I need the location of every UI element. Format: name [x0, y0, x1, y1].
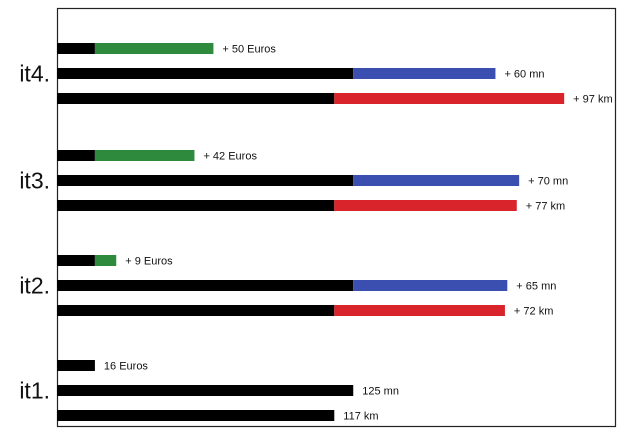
- increment-bar: [353, 175, 520, 186]
- base-bar: [57, 360, 95, 371]
- base-bar: [57, 385, 354, 396]
- row-label: it4.: [19, 61, 50, 87]
- bar-value-label: + 72 km: [514, 306, 553, 318]
- bar-value-label: + 60 mn: [504, 69, 544, 81]
- row-label: it3.: [19, 168, 50, 194]
- bar-value-label: + 97 km: [573, 94, 612, 106]
- base-bar: [57, 200, 335, 211]
- increment-bar: [94, 150, 195, 161]
- base-bar: [57, 43, 95, 54]
- base-bar: [57, 93, 335, 104]
- base-bar: [57, 255, 95, 266]
- bar-value-label: + 9 Euros: [125, 256, 173, 268]
- increment-bar: [94, 255, 117, 266]
- base-bar: [57, 305, 335, 316]
- base-bar: [57, 175, 354, 186]
- row-label: it1.: [19, 378, 50, 404]
- bar-value-label: + 65 mn: [516, 281, 556, 293]
- row-label: it2.: [19, 273, 50, 299]
- increment-bar: [353, 68, 496, 79]
- base-bar: [57, 150, 95, 161]
- base-bar: [57, 280, 354, 291]
- bar-value-label: + 50 Euros: [222, 44, 276, 56]
- bar-value-label: 117 km: [343, 411, 378, 423]
- bar-value-label: 125 mn: [362, 386, 399, 398]
- bar-value-label: + 77 km: [526, 201, 565, 213]
- base-bar: [57, 68, 354, 79]
- increment-bar: [94, 43, 214, 54]
- bar-value-label: + 70 mn: [528, 176, 568, 188]
- increment-bar: [334, 93, 565, 104]
- increment-bar: [334, 200, 517, 211]
- bar-value-label: 16 Euros: [104, 361, 149, 373]
- plot-frame: [56, 7, 617, 428]
- bar-value-label: + 42 Euros: [203, 151, 257, 163]
- base-bar: [57, 410, 335, 421]
- increment-bar: [334, 305, 505, 316]
- increment-bar: [353, 280, 508, 291]
- chart-marks: it4. + 50 Euros + 60 mn + 97 km it3. + 42 Eur…: [19, 43, 613, 423]
